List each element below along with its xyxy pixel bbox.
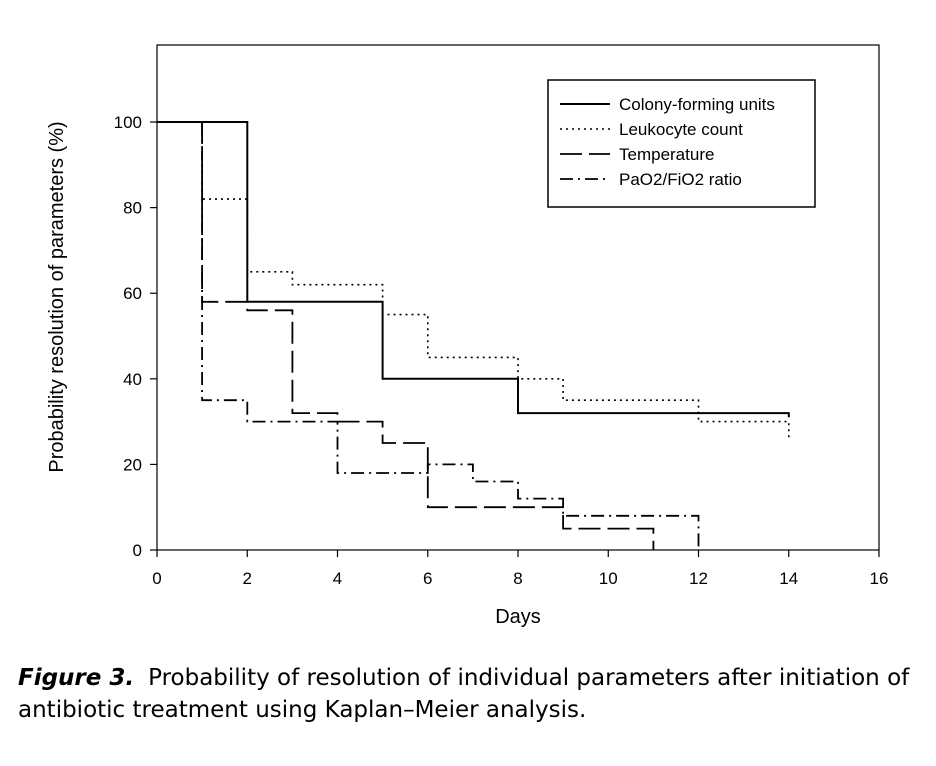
x-tick-label: 10 bbox=[599, 569, 618, 588]
x-tick-label: 12 bbox=[689, 569, 708, 588]
x-tick-label: 4 bbox=[333, 569, 342, 588]
figure-caption: Figure 3. Probability of resolution of in… bbox=[18, 662, 918, 726]
y-axis-label: Probability resolution of parameters (%) bbox=[46, 121, 68, 472]
y-tick-label: 20 bbox=[123, 455, 142, 474]
y-tick-label: 100 bbox=[114, 113, 142, 132]
series-line-leukocyte-count bbox=[201, 122, 790, 439]
legend-label: PaO2/FiO2 ratio bbox=[619, 170, 742, 189]
legend-label: Temperature bbox=[619, 145, 714, 164]
legend-label: Leukocyte count bbox=[619, 120, 743, 139]
x-tick-label: 2 bbox=[243, 569, 252, 588]
x-tick-label: 0 bbox=[152, 569, 161, 588]
x-axis-label: Days bbox=[495, 606, 541, 628]
legend: Colony-forming units Leukocyte count Tempe… bbox=[547, 79, 816, 208]
y-tick-label: 60 bbox=[123, 284, 142, 303]
axis-layer: 0 2 4 6 8 10 12 14 16 0 20 40 60 80 100 bbox=[114, 113, 889, 588]
x-tick-label: 16 bbox=[870, 569, 889, 588]
x-tick-label: 6 bbox=[423, 569, 432, 588]
series-line-pao2-fio2-ratio bbox=[201, 122, 700, 550]
y-tick-label: 0 bbox=[133, 541, 142, 560]
legend-box bbox=[547, 79, 816, 208]
caption-label: Figure 3. bbox=[18, 665, 135, 691]
series-line-temperature bbox=[201, 122, 655, 550]
series-layer bbox=[157, 121, 790, 550]
y-tick-label: 80 bbox=[123, 199, 142, 218]
legend-label: Colony-forming units bbox=[619, 95, 775, 114]
x-tick-label: 8 bbox=[513, 569, 522, 588]
x-tick-label: 14 bbox=[779, 569, 798, 588]
caption-text: Probability of resolution of individual … bbox=[18, 665, 910, 723]
y-tick-label: 40 bbox=[123, 370, 142, 389]
